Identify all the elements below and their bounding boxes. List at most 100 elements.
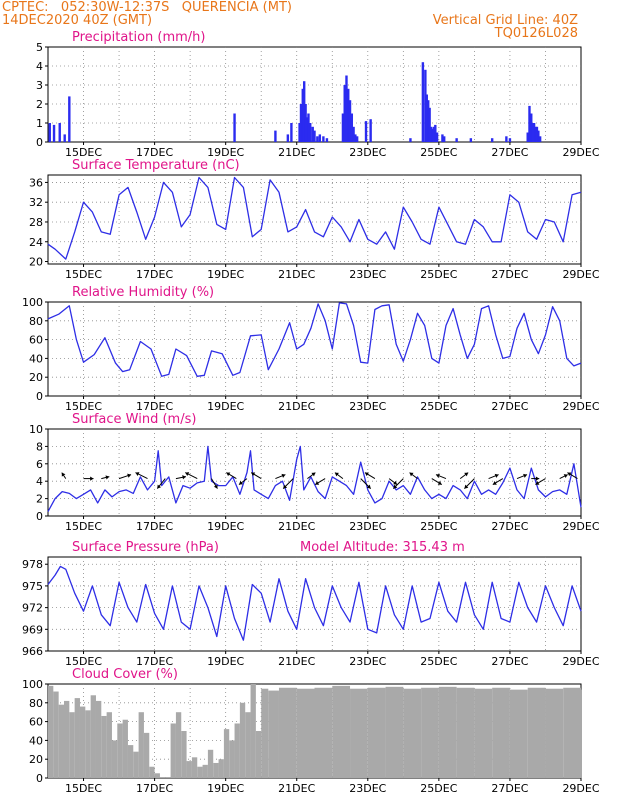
precip-bar	[409, 138, 412, 142]
wind-vector-head	[523, 473, 528, 478]
x-tick-label: 15DEC	[65, 268, 102, 281]
cloud-cover-bar	[122, 719, 128, 778]
header-datetime: 14DEC2020 40Z (GMT)	[2, 13, 153, 28]
cloud-cover-bar	[229, 740, 235, 778]
cloud-cover-bar	[127, 745, 134, 778]
x-tick-label: 23DEC	[349, 268, 386, 281]
precip-bar	[302, 81, 306, 142]
panel-1: 20 24 28 32 36 15DEC 17DEC 19DEC 21DEC 23DEC 25DEC…	[29, 158, 600, 281]
panel-frame	[47, 174, 582, 265]
precip-bar	[68, 96, 71, 142]
y-tick-label: 80	[29, 315, 43, 328]
x-tick-label: 17DEC	[136, 268, 173, 281]
precip-bar	[441, 134, 444, 142]
wind-vector-head	[494, 473, 499, 478]
x-tick-label: 29DEC	[562, 520, 599, 533]
cloud-cover-bar	[239, 702, 246, 778]
x-tick-label: 25DEC	[420, 146, 457, 159]
cloud-cover-bar	[207, 749, 214, 778]
wind-vector-head	[127, 473, 132, 478]
y-tick-label: 966	[22, 645, 43, 658]
x-tick-label: 27DEC	[491, 146, 528, 159]
precip-bar	[345, 75, 348, 142]
cloud-cover-bar	[456, 687, 475, 778]
cloud-cover-bar	[255, 731, 262, 778]
precip-bar	[299, 104, 303, 142]
x-tick-label: 21DEC	[278, 146, 315, 159]
cloud-cover-bar	[250, 684, 256, 778]
panel-4: 966 969 972 975 978 15DEC 17DEC 19DEC 21DEC 23DEC…	[22, 540, 600, 668]
y-tick-label: 20	[29, 371, 43, 384]
precip-bar	[429, 126, 433, 142]
x-tick-label: 19DEC	[207, 655, 244, 668]
x-tick-label: 19DEC	[207, 146, 244, 159]
x-tick-label: 17DEC	[136, 400, 173, 413]
wind-vector-head	[281, 473, 286, 478]
precip-bar	[534, 126, 537, 142]
y-tick-label: 80	[29, 697, 43, 710]
cloud-cover-bar	[138, 712, 144, 778]
x-tick-label: 15DEC	[65, 400, 102, 413]
y-tick-label: 32	[29, 196, 43, 209]
x-tick-label: 15DEC	[65, 782, 102, 795]
precip-bar	[350, 113, 354, 142]
x-tick-label: 17DEC	[136, 520, 173, 533]
cloud-cover-bar	[213, 762, 219, 778]
wind-vector-head	[464, 472, 469, 477]
precip-bar	[313, 130, 316, 142]
y-tick-label: 0	[36, 510, 43, 523]
y-tick-label: 6	[36, 458, 43, 471]
cloud-cover-bar	[234, 723, 240, 778]
precip-bar	[455, 138, 458, 142]
x-tick-label: 25DEC	[420, 520, 457, 533]
x-tick-label: 17DEC	[136, 782, 173, 795]
precip-bar	[531, 123, 534, 142]
panel-frame	[47, 46, 582, 143]
wind-vector-head	[435, 473, 440, 478]
x-tick-label: 27DEC	[491, 268, 528, 281]
x-tick-label: 27DEC	[491, 520, 528, 533]
x-tick-label: 27DEC	[491, 655, 528, 668]
x-tick-label: 23DEC	[349, 782, 386, 795]
cloud-cover-bar	[385, 686, 404, 778]
cloud-cover-bar	[165, 777, 171, 778]
precip-bar	[432, 126, 436, 142]
precip-bar	[301, 88, 304, 142]
cloud-cover-bar	[421, 687, 439, 778]
precip-bar	[532, 123, 536, 142]
x-tick-label: 29DEC	[562, 268, 599, 281]
precip-bar	[63, 134, 66, 142]
cloud-cover-bar	[563, 687, 581, 778]
y-tick-label: 60	[29, 334, 43, 347]
y-tick-label: 0	[36, 136, 43, 149]
y-tick-label: 60	[29, 716, 43, 729]
x-tick-label: 21DEC	[278, 520, 315, 533]
cloud-cover-bar	[186, 761, 192, 778]
y-tick-label: 972	[22, 602, 43, 615]
precip-bar	[343, 85, 346, 142]
precip-bar	[52, 124, 56, 142]
cloud-cover-bar	[63, 700, 70, 778]
precip-bar	[427, 100, 430, 142]
y-tick-label: 969	[22, 623, 43, 636]
cloud-cover-bar	[79, 706, 86, 778]
y-tick-label: 0	[36, 772, 43, 785]
precip-bar	[325, 138, 329, 142]
x-tick-label: 21DEC	[278, 655, 315, 668]
cloud-cover-bar	[492, 687, 510, 778]
wind-vector-head	[334, 472, 339, 477]
precip-bar	[469, 138, 473, 142]
cloud-cover-bar	[133, 751, 139, 778]
cloud-cover-bar	[74, 698, 80, 778]
cloud-cover-bar	[69, 712, 75, 778]
wind-vector-head	[364, 472, 369, 477]
cloud-cover-bar	[159, 777, 166, 778]
cloud-cover-bar	[170, 723, 176, 778]
precip-bar	[318, 134, 322, 142]
series-line	[47, 176, 582, 260]
panel-title: Precipitation (mm/h)	[72, 30, 205, 45]
wind-vector-head	[567, 472, 572, 477]
y-tick-label: 28	[29, 216, 43, 229]
precip-bar	[526, 132, 529, 142]
precip-bar	[298, 123, 301, 142]
